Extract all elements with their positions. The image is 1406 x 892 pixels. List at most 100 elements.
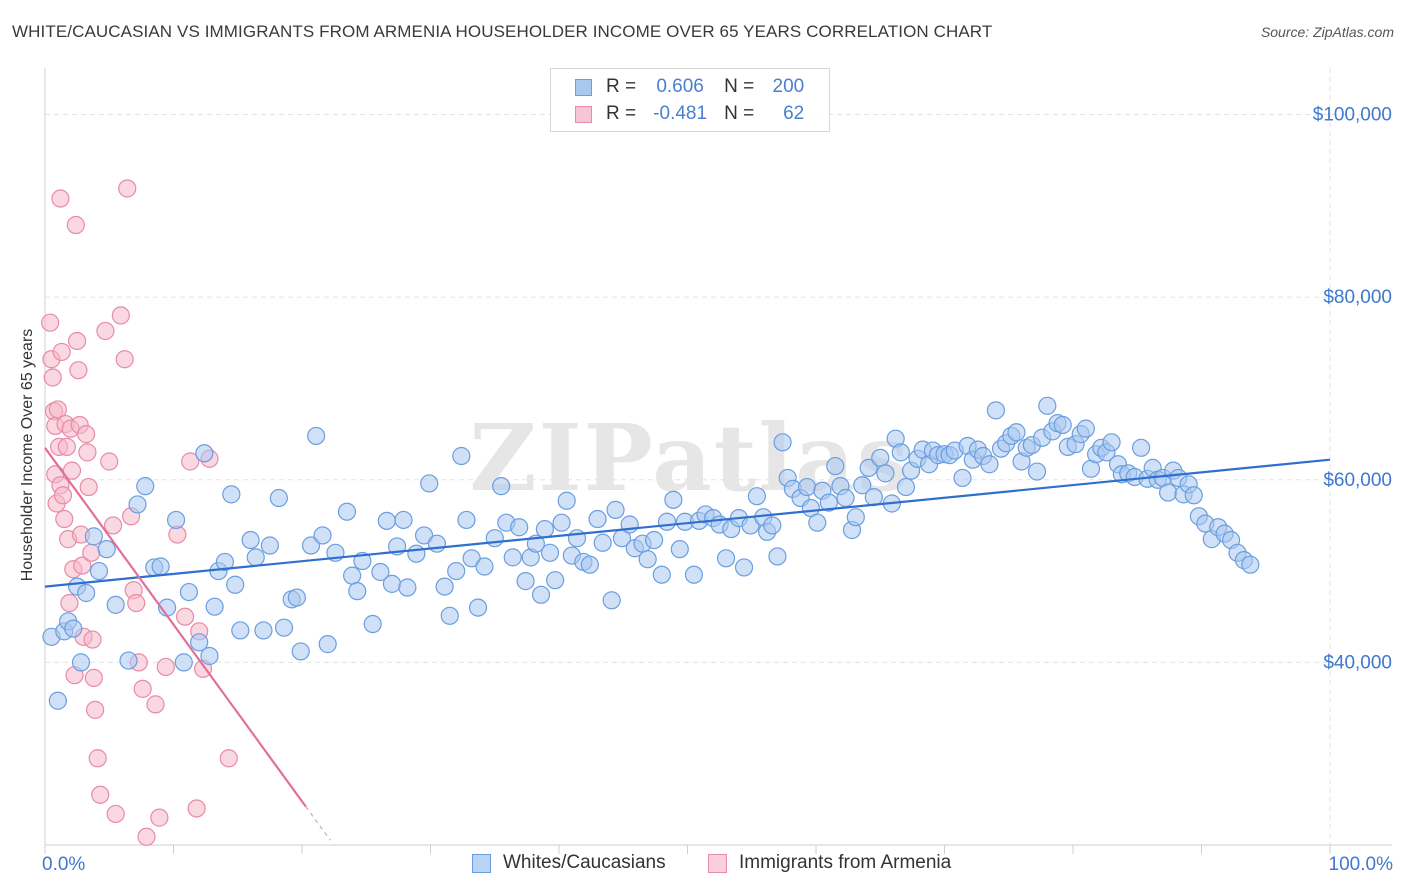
series-legend: Whites/Caucasians Immigrants from Armeni… bbox=[0, 852, 1406, 878]
legend-swatch-blue bbox=[575, 78, 592, 96]
data-point-whites bbox=[353, 551, 372, 571]
data-point-whites bbox=[287, 588, 306, 607]
data-point-whites bbox=[301, 536, 321, 555]
data-point-armenia bbox=[62, 461, 82, 480]
data-point-whites bbox=[763, 516, 782, 535]
data-point-whites bbox=[859, 458, 878, 477]
data-point-whites bbox=[222, 485, 241, 504]
data-point-armenia bbox=[219, 749, 238, 768]
data-point-whites bbox=[195, 444, 214, 463]
data-point-whites bbox=[503, 548, 522, 567]
data-point-armenia bbox=[104, 516, 123, 535]
data-point-whites bbox=[407, 544, 426, 563]
data-point-whites bbox=[871, 448, 890, 467]
legend-r-label: R = bbox=[606, 103, 637, 124]
data-point-armenia bbox=[41, 313, 60, 332]
data-point-armenia bbox=[51, 189, 70, 208]
data-point-whites bbox=[1007, 423, 1026, 442]
data-point-whites bbox=[510, 518, 529, 537]
data-point-whites bbox=[215, 552, 234, 572]
data-point-armenia bbox=[84, 668, 103, 688]
data-point-whites bbox=[552, 513, 571, 532]
series-immigrants-armenia-points bbox=[41, 179, 238, 846]
data-point-whites bbox=[274, 618, 294, 637]
y-tick-label: $100,000 bbox=[1313, 105, 1392, 126]
data-point-whites bbox=[420, 474, 439, 493]
legend-swatch-pink bbox=[708, 853, 727, 873]
data-point-whites bbox=[492, 477, 511, 496]
data-point-whites bbox=[797, 477, 817, 497]
data-point-whites bbox=[462, 549, 481, 568]
data-point-whites bbox=[1053, 415, 1072, 435]
data-point-whites bbox=[394, 510, 413, 530]
data-point-whites bbox=[1076, 419, 1095, 438]
data-point-whites bbox=[363, 614, 382, 634]
data-point-whites bbox=[664, 490, 683, 509]
data-point-whites bbox=[593, 533, 612, 552]
data-point-whites bbox=[71, 653, 91, 672]
data-point-whites bbox=[535, 519, 554, 539]
correlation-legend: R = 0.606 N = 200 R = -0.481 N = 62 bbox=[550, 68, 830, 132]
legend-n-value: 62 bbox=[783, 103, 805, 124]
data-point-whites bbox=[151, 557, 170, 576]
data-point-whites bbox=[440, 606, 459, 625]
legend-item-whites[interactable]: Whites/Caucasians bbox=[472, 852, 666, 874]
legend-label-whites: Whites/Caucasians bbox=[503, 852, 666, 873]
data-point-whites bbox=[768, 547, 787, 566]
legend-swatch-pink bbox=[575, 105, 592, 123]
data-point-whites bbox=[377, 511, 396, 530]
data-point-armenia bbox=[187, 799, 206, 818]
data-point-whites bbox=[606, 500, 625, 519]
data-point-armenia bbox=[82, 543, 101, 562]
data-point-armenia bbox=[137, 827, 156, 846]
data-point-whites bbox=[106, 595, 125, 614]
data-point-armenia bbox=[96, 321, 115, 341]
data-point-armenia bbox=[146, 695, 165, 714]
data-point-whites bbox=[557, 491, 576, 510]
data-point-armenia bbox=[48, 400, 67, 419]
data-point-whites bbox=[1241, 555, 1260, 574]
x-tick-label: 100.0% bbox=[1329, 854, 1394, 875]
data-point-armenia bbox=[43, 368, 62, 387]
data-point-whites bbox=[846, 508, 865, 527]
data-point-armenia bbox=[78, 443, 97, 462]
data-point-whites bbox=[382, 574, 402, 593]
series-whites-points bbox=[42, 396, 1260, 710]
trend-lines bbox=[44, 447, 1331, 841]
data-point-whites bbox=[531, 585, 551, 604]
data-point-whites bbox=[241, 530, 260, 550]
data-point-whites bbox=[337, 502, 357, 521]
data-point-armenia bbox=[111, 306, 130, 325]
data-point-armenia bbox=[150, 808, 169, 827]
data-point-armenia bbox=[52, 342, 71, 362]
data-point-whites bbox=[652, 565, 671, 584]
data-point-whites bbox=[896, 477, 916, 497]
legend-item-armenia[interactable]: Immigrants from Armenia bbox=[708, 852, 951, 874]
y-tick-label: $60,000 bbox=[1323, 470, 1392, 491]
data-point-whites bbox=[468, 598, 488, 617]
data-point-armenia bbox=[57, 437, 76, 456]
data-point-whites bbox=[452, 446, 471, 466]
data-point-whites bbox=[891, 443, 910, 462]
data-point-armenia bbox=[60, 593, 79, 613]
data-point-whites bbox=[516, 572, 535, 591]
data-point-armenia bbox=[118, 179, 137, 198]
data-point-armenia bbox=[181, 452, 200, 471]
data-point-whites bbox=[588, 509, 607, 529]
y-tick-label: $80,000 bbox=[1323, 287, 1392, 308]
data-point-whites bbox=[166, 510, 186, 530]
data-point-whites bbox=[48, 691, 67, 710]
data-point-armenia bbox=[73, 556, 92, 575]
data-point-whites bbox=[246, 548, 265, 567]
data-point-whites bbox=[427, 534, 447, 553]
grid-lines bbox=[45, 68, 1392, 845]
data-point-whites bbox=[260, 536, 279, 555]
data-point-whites bbox=[371, 562, 390, 582]
data-point-whites bbox=[1038, 396, 1057, 415]
data-point-whites bbox=[485, 529, 504, 548]
data-point-whites bbox=[986, 401, 1006, 420]
data-point-armenia bbox=[127, 593, 146, 613]
data-point-whites bbox=[602, 591, 621, 610]
legend-row-whites: R = 0.606 N = 200 bbox=[551, 74, 804, 100]
data-point-whites bbox=[313, 526, 332, 545]
